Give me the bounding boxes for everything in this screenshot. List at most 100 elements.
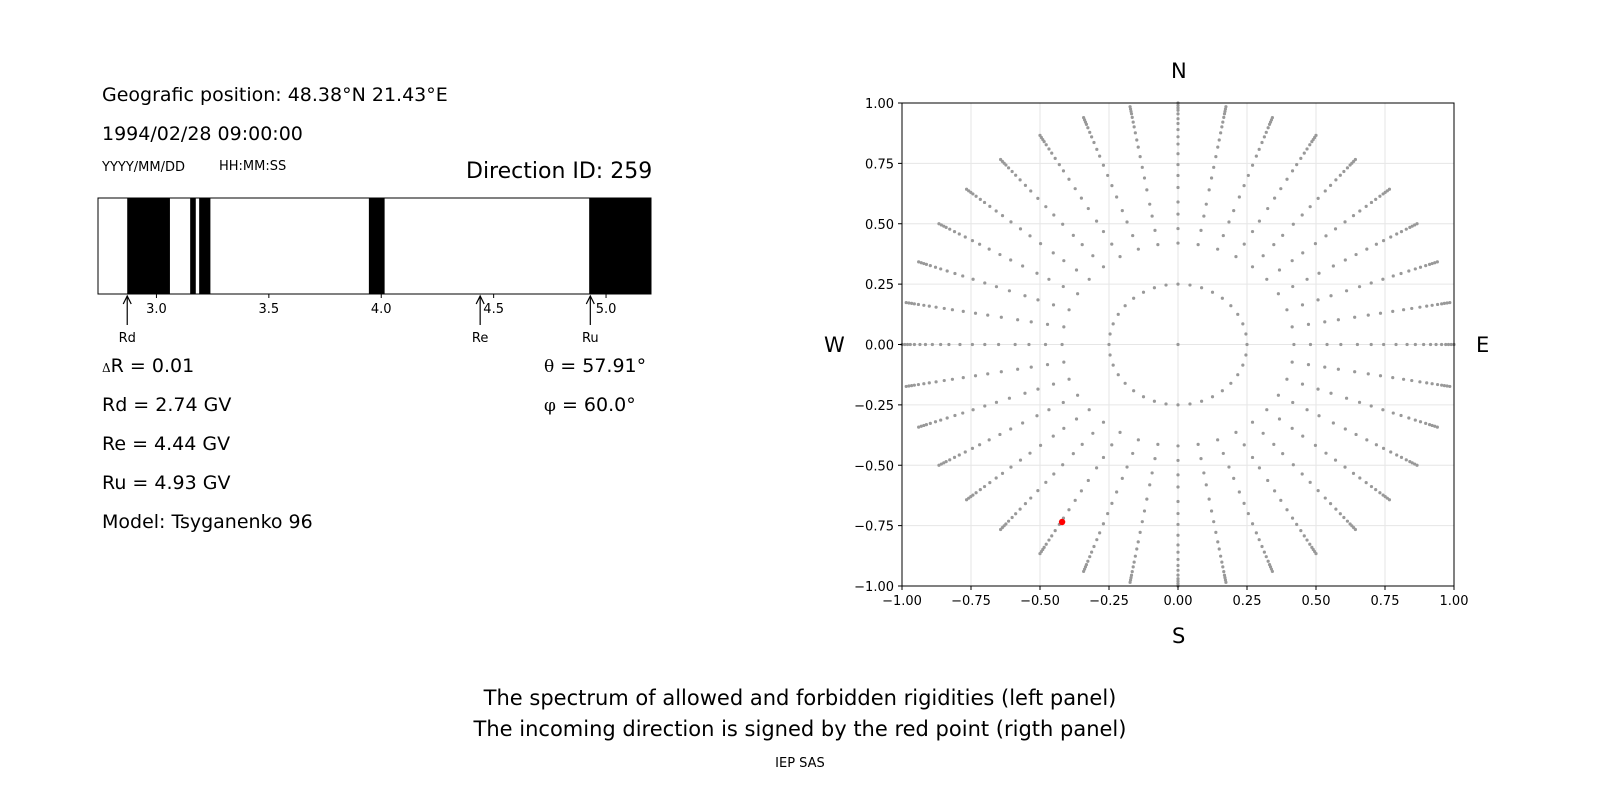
direction-point [1433,261,1437,265]
direction-point [1111,322,1115,326]
direction-point [1290,169,1295,173]
direction-point [1010,515,1014,520]
direction-point [1044,480,1048,484]
direction-point [1358,476,1362,480]
y-tick-label: 0.25 [865,278,894,293]
incoming-direction-point [1058,518,1066,526]
direction-point [1091,431,1095,435]
direction-point [1067,308,1071,312]
direction-point [924,262,929,266]
direction-point [1323,496,1327,500]
direction-point [1250,265,1255,269]
direction-point [1404,227,1408,231]
direction-point [1130,115,1134,119]
direction-point [952,455,957,460]
direction-point [1242,242,1246,246]
direction-point [1176,533,1180,537]
direction-point [1132,560,1136,564]
direction-point [1449,342,1453,347]
direction-point [1300,382,1305,386]
direction-point [1223,109,1227,114]
direction-point [1176,112,1180,116]
direction-point [939,462,943,466]
direction-point [1176,342,1180,347]
direction-point [974,194,978,198]
direction-point [1221,233,1225,238]
caption-line-1: The spectrum of allowed and forbidden ri… [483,686,1117,710]
direction-point [994,285,999,289]
direction-point [1016,367,1020,371]
direction-point [999,315,1003,319]
direction-point [1366,313,1370,317]
direction-point [1088,555,1092,559]
direction-point [1329,294,1333,298]
direction-point [1148,483,1152,487]
direction-point [942,224,946,228]
direction-point [1270,115,1274,120]
marker-arrow-head [122,294,132,305]
direction-point [1401,308,1406,312]
forbidden-band [190,198,196,294]
direction-point [1199,399,1204,403]
direction-point [1051,303,1056,307]
direction-point [919,261,923,265]
direction-point [1153,228,1157,232]
direction-point [923,342,928,347]
direction-point [1176,185,1180,190]
direction-point [1176,473,1180,477]
direction-point [1351,214,1356,218]
direction-point [1292,342,1296,347]
footer-credit: IEP SAS [775,756,825,771]
direction-point [1223,578,1228,582]
direction-point [957,232,961,236]
direction-point [1357,285,1362,289]
direction-point [1308,480,1312,484]
direction-point [1266,478,1270,483]
direction-point [971,408,975,412]
direction-point [1413,342,1417,347]
direction-point [927,304,931,308]
direction-point [1212,165,1216,169]
direction-point [1176,522,1180,527]
direction-point [1123,304,1127,308]
direction-point [1227,465,1231,469]
direction-point [1308,143,1312,147]
direction-point [1176,142,1180,146]
direction-point [1369,200,1374,205]
direction-point [1036,196,1040,200]
direction-point [1391,411,1395,415]
direction-point [1176,200,1180,204]
direction-point [1410,306,1414,311]
direction-point [939,267,943,271]
direction-point [1219,554,1223,558]
y-tick-label: 1.00 [865,97,894,112]
direction-point [1035,271,1039,275]
direction-point [1229,381,1233,385]
direction-point [1336,367,1340,371]
direction-point [1176,485,1180,489]
rd-value: Rd = 2.74 GV [102,394,232,416]
direction-point [1010,169,1014,174]
direction-point [1018,458,1023,462]
direction-point [1273,196,1277,200]
direction-point [910,301,914,306]
direction-point [1355,342,1359,347]
direction-point [1188,283,1192,287]
direction-point [1427,423,1432,427]
direction-point [1262,135,1266,139]
direction-point [1128,105,1132,109]
direction-point [1076,292,1080,296]
direction-point [1381,239,1386,243]
direction-point [1391,376,1395,380]
direction-point [1290,426,1294,430]
direction-point [1000,471,1005,475]
direction-point [1176,563,1180,568]
direction-point [1261,254,1265,258]
direction-point [1342,515,1346,520]
direction-point [1242,501,1246,505]
direction-point [1073,498,1077,502]
direction-point [1082,569,1086,574]
direction-point [1164,402,1168,406]
direction-point [1295,163,1299,167]
